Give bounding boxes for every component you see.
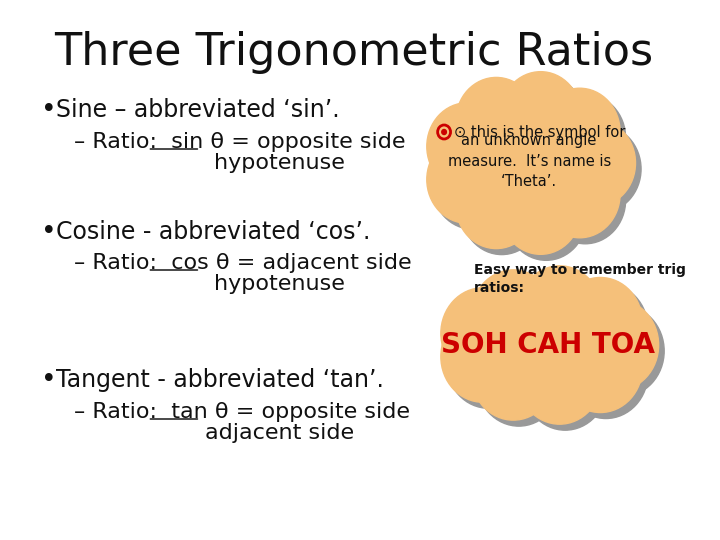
Text: – Ratio:  cos θ = adjacent side: – Ratio: cos θ = adjacent side bbox=[74, 253, 412, 273]
Circle shape bbox=[446, 294, 531, 385]
Text: hypotenuse: hypotenuse bbox=[214, 153, 345, 173]
Text: ‘Theta’.: ‘Theta’. bbox=[501, 173, 557, 188]
Circle shape bbox=[487, 117, 582, 221]
Circle shape bbox=[427, 103, 508, 190]
Circle shape bbox=[462, 167, 542, 254]
Circle shape bbox=[560, 125, 641, 213]
Text: •: • bbox=[41, 97, 57, 123]
Text: hypotenuse: hypotenuse bbox=[214, 274, 345, 294]
Text: measure.  It’s name is: measure. It’s name is bbox=[448, 153, 611, 168]
Circle shape bbox=[539, 150, 620, 238]
Circle shape bbox=[432, 142, 513, 230]
Circle shape bbox=[500, 72, 581, 159]
Circle shape bbox=[539, 88, 620, 176]
Circle shape bbox=[554, 119, 636, 207]
Circle shape bbox=[558, 321, 642, 413]
Text: – Ratio:  tan θ = opposite side: – Ratio: tan θ = opposite side bbox=[74, 402, 410, 422]
Circle shape bbox=[456, 77, 536, 165]
Text: ⊙ this is the symbol for: ⊙ this is the symbol for bbox=[454, 125, 626, 139]
Text: adjacent side: adjacent side bbox=[205, 423, 354, 443]
Circle shape bbox=[442, 130, 446, 134]
Text: Easy way to remember trig: Easy way to remember trig bbox=[474, 263, 685, 277]
Text: Cosine - abbreviated ‘cos’.: Cosine - abbreviated ‘cos’. bbox=[55, 220, 370, 244]
Circle shape bbox=[523, 272, 608, 363]
Circle shape bbox=[432, 109, 513, 196]
Text: Three Trigonometric Ratios: Three Trigonometric Ratios bbox=[54, 30, 653, 73]
Circle shape bbox=[505, 173, 587, 260]
Circle shape bbox=[580, 306, 664, 396]
Circle shape bbox=[456, 161, 536, 248]
Text: Sine – abbreviated ‘sin’.: Sine – abbreviated ‘sin’. bbox=[55, 98, 339, 122]
Circle shape bbox=[441, 311, 525, 402]
Circle shape bbox=[503, 297, 603, 405]
Circle shape bbox=[564, 284, 648, 375]
Text: ratios:: ratios: bbox=[474, 281, 525, 295]
Circle shape bbox=[518, 333, 602, 424]
Circle shape bbox=[545, 94, 626, 181]
Circle shape bbox=[558, 278, 642, 369]
Circle shape bbox=[575, 299, 659, 390]
Circle shape bbox=[523, 339, 608, 430]
Circle shape bbox=[427, 136, 508, 223]
Circle shape bbox=[505, 78, 587, 165]
Circle shape bbox=[518, 266, 602, 357]
Circle shape bbox=[564, 327, 648, 418]
Circle shape bbox=[500, 167, 581, 254]
Circle shape bbox=[477, 276, 561, 367]
Circle shape bbox=[441, 288, 525, 379]
Circle shape bbox=[477, 335, 561, 426]
Text: – Ratio:  sin θ = opposite side: – Ratio: sin θ = opposite side bbox=[74, 132, 405, 152]
Circle shape bbox=[498, 291, 598, 399]
Circle shape bbox=[471, 270, 555, 361]
Circle shape bbox=[471, 329, 555, 420]
Text: •: • bbox=[41, 219, 57, 245]
Text: an unknown angle: an unknown angle bbox=[462, 133, 597, 148]
Circle shape bbox=[446, 317, 531, 408]
Circle shape bbox=[462, 83, 542, 171]
Text: Tangent - abbreviated ‘tan’.: Tangent - abbreviated ‘tan’. bbox=[55, 368, 384, 392]
Text: SOH CAH TOA: SOH CAH TOA bbox=[441, 331, 654, 359]
Circle shape bbox=[481, 111, 577, 215]
Text: •: • bbox=[41, 367, 57, 393]
Circle shape bbox=[545, 157, 626, 244]
